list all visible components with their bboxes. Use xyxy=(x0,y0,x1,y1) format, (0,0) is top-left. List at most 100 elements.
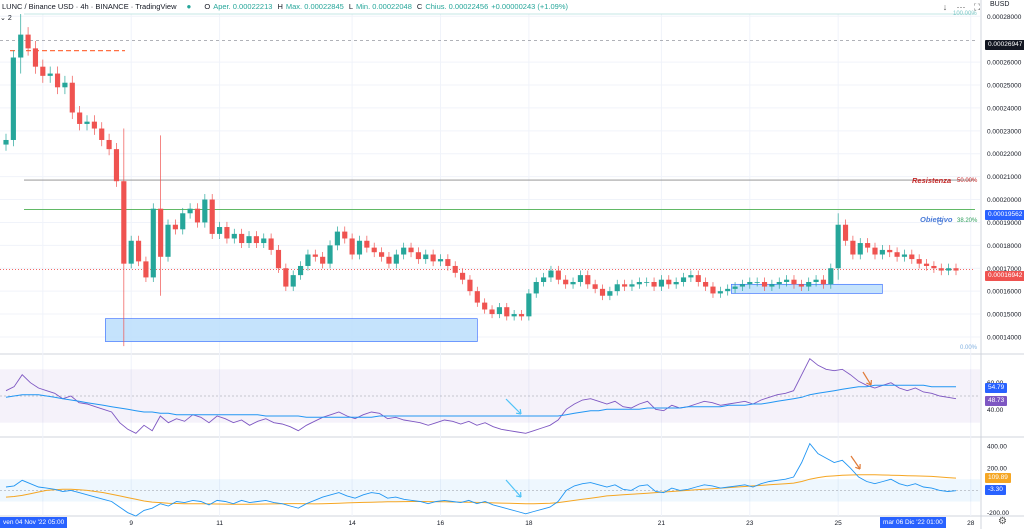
candle-body xyxy=(77,112,83,124)
arrow-rsi-sell xyxy=(862,371,872,386)
candle-body xyxy=(909,254,915,260)
candle-body xyxy=(349,238,355,255)
support-zone xyxy=(105,318,478,342)
candle-body xyxy=(541,277,547,282)
cci-tick-label: 400.00 xyxy=(987,443,1007,450)
candle-body xyxy=(725,288,731,292)
candle-body xyxy=(548,270,554,278)
candle-body xyxy=(275,249,282,269)
candle-body xyxy=(791,279,797,285)
candle-body xyxy=(452,265,458,273)
candle-body xyxy=(938,268,944,271)
candle-body xyxy=(253,236,259,244)
candle-body xyxy=(872,247,878,255)
price-tick-label: 0.00024000 xyxy=(987,105,1022,112)
chevron-down-icon: ⌄ xyxy=(0,15,6,22)
candle-body xyxy=(32,48,39,67)
legend-bar: LUNC / Binance USD · 4h · BINANCE · Trad… xyxy=(0,0,568,14)
price-tick-label: 0.00018000 xyxy=(987,243,1022,250)
indicators-toggle[interactable]: ⌄ 2 xyxy=(0,14,12,24)
candle-body xyxy=(776,281,782,285)
candle-body xyxy=(688,275,694,278)
candle-body xyxy=(482,302,488,310)
arrow-rsi-buy xyxy=(505,398,522,415)
candle-body xyxy=(592,284,598,289)
candle-body xyxy=(239,233,245,244)
candle-body xyxy=(334,231,340,246)
time-tick-label: 23 xyxy=(746,520,754,527)
ohlc-close: C Chius. 0.00022456 xyxy=(416,2,489,11)
candle-body xyxy=(747,281,753,285)
time-tick-label: 21 xyxy=(658,520,666,527)
arrow-down-icon[interactable]: ↓ xyxy=(942,2,948,12)
candle-body xyxy=(511,314,517,317)
annotation-resistance[interactable]: Resistenza xyxy=(912,176,952,185)
candle-body xyxy=(835,224,841,269)
candle-body xyxy=(209,199,215,234)
more-menu-icon[interactable]: ⋯ xyxy=(956,2,966,12)
candle-body xyxy=(629,284,635,287)
price-tick-label: 0.00022000 xyxy=(987,151,1022,158)
fib-label-382: 38.20% xyxy=(957,218,978,224)
candle-body xyxy=(62,82,68,88)
crosshair-date-label: ven 04 Nov '22 05:00 xyxy=(0,517,68,528)
price-tick-label: 0.00026000 xyxy=(987,60,1022,67)
candle-body xyxy=(297,265,304,276)
badge-cci: -3.30 xyxy=(985,485,1006,495)
candle-body xyxy=(393,254,399,264)
candle-body xyxy=(798,284,804,287)
candle-body xyxy=(923,263,930,266)
candle-body xyxy=(739,284,746,287)
candle-body xyxy=(717,291,723,294)
time-tick-label: 16 xyxy=(437,520,445,527)
time-tick-label: 28 xyxy=(967,520,975,527)
candle-body xyxy=(121,181,127,264)
fib-label-top: 100.00% xyxy=(953,11,977,17)
symbol-title[interactable]: LUNC / Binance USD · 4h · BINANCE · Trad… xyxy=(2,2,177,11)
candle-body xyxy=(437,259,444,262)
price-tick-label: 0.00020000 xyxy=(987,197,1022,204)
candle-body xyxy=(327,245,333,264)
candle-body xyxy=(430,254,436,262)
time-tick-label: 14 xyxy=(349,520,357,527)
candle-body xyxy=(10,57,16,140)
crosshair-time-label: mar 06 Dic '22 01:00 xyxy=(880,517,946,528)
candle-body xyxy=(283,268,289,287)
ohlc-change: +0.00000243 (+1.09%) xyxy=(491,2,569,11)
candle-body xyxy=(106,139,112,150)
candle-body xyxy=(474,291,480,303)
candle-body xyxy=(585,275,591,285)
candle-body xyxy=(607,291,613,296)
cci-pane xyxy=(0,442,980,517)
fullscreen-icon[interactable]: ⛶ xyxy=(973,2,981,12)
badge-high-price: 0.00026947 xyxy=(985,40,1024,50)
candle-body xyxy=(761,281,768,287)
candle-body xyxy=(364,240,370,248)
price-tick-label: 0.00019000 xyxy=(987,220,1022,227)
candle-body xyxy=(261,238,267,244)
candle-body xyxy=(408,247,414,253)
gear-icon[interactable]: ⚙ xyxy=(998,516,1007,527)
price-tick-label: 0.00017000 xyxy=(987,266,1022,273)
candle-body xyxy=(3,139,9,145)
annotation-target[interactable]: Obiettivo xyxy=(920,215,953,224)
candle-body xyxy=(216,227,223,234)
candle-body xyxy=(172,224,178,230)
candle-body xyxy=(54,73,61,88)
indicators-count: 2 xyxy=(7,15,12,22)
arrow-cci-sell xyxy=(850,455,861,470)
ohlc-open: O Aper. 0.00022213 xyxy=(204,2,273,11)
candle-body xyxy=(113,149,120,182)
arrow-cci-buy-head xyxy=(515,491,522,498)
cci-band xyxy=(0,479,980,502)
candle-body xyxy=(84,121,90,124)
price-tick-label: 0.00025000 xyxy=(987,83,1022,90)
candle-body xyxy=(769,284,775,287)
cci-tick-label: -200.00 xyxy=(987,510,1009,517)
price-tick-label: 0.00023000 xyxy=(987,128,1022,135)
candle-body xyxy=(828,268,834,285)
candle-body xyxy=(305,254,311,266)
candle-body xyxy=(342,231,348,239)
